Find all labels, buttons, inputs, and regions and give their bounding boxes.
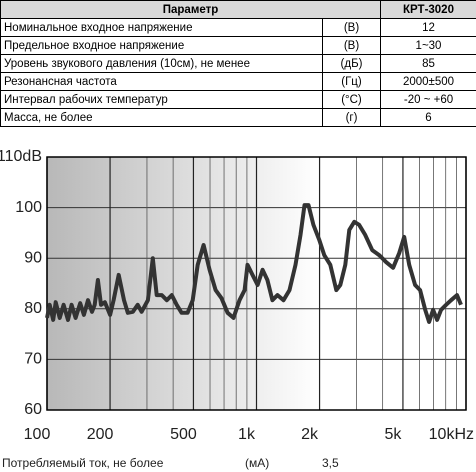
table-cell: (°C) — [322, 90, 381, 109]
table-cell: Масса, не более — [0, 108, 323, 127]
table-row: Интервал рабочих температур (°C) -20 ~ +60 — [0, 90, 476, 109]
footer-unit: (мА) — [245, 456, 269, 470]
table-row: Уровень звукового давления (10см), не ме… — [0, 54, 476, 73]
x-tick-label: 2k — [301, 426, 319, 443]
table-cell: -20 ~ +60 — [380, 90, 476, 109]
table-cell: Уровень звукового давления (10см), не ме… — [0, 54, 323, 73]
table-row: Масса, не более (г) 6 — [0, 108, 476, 127]
response-curve — [45, 203, 463, 324]
table-cell: 6 — [380, 108, 476, 127]
header-cell: КРТ-3020 — [380, 0, 476, 19]
y-tick-label: 100 — [15, 199, 42, 216]
x-tick-label: 500 — [170, 426, 197, 443]
header-cell: Параметр — [0, 0, 381, 19]
x-tick-label: 200 — [87, 426, 114, 443]
x-tick-label: 10kHz — [429, 426, 474, 443]
table-cell: Интервал рабочих температур — [0, 90, 323, 109]
y-tick-label: 70 — [24, 351, 42, 368]
x-tick-label: 1k — [238, 426, 256, 443]
x-tick-label: 5k — [384, 426, 402, 443]
footer-value: 3,5 — [322, 456, 339, 470]
table-body: Номинальное входное напряжение (В) 12 Преде… — [0, 18, 476, 127]
y-tick-label: 80 — [24, 300, 42, 317]
footer-label: Потребляемый ток, не более — [2, 456, 164, 470]
spec-table: Параметр КРТ-3020 Номинальное входное на… — [0, 0, 476, 127]
plot-frame — [46, 156, 467, 411]
header-row: Параметр КРТ-3020 — [0, 0, 476, 19]
x-tick-label: 100 — [24, 426, 51, 443]
table-row: Предельное входное напряжение (В) 1~30 — [0, 36, 476, 55]
y-tick-label: 90 — [24, 249, 42, 266]
y-tick-label: 110dB — [0, 148, 42, 165]
y-tick-label: 60 — [24, 401, 42, 418]
